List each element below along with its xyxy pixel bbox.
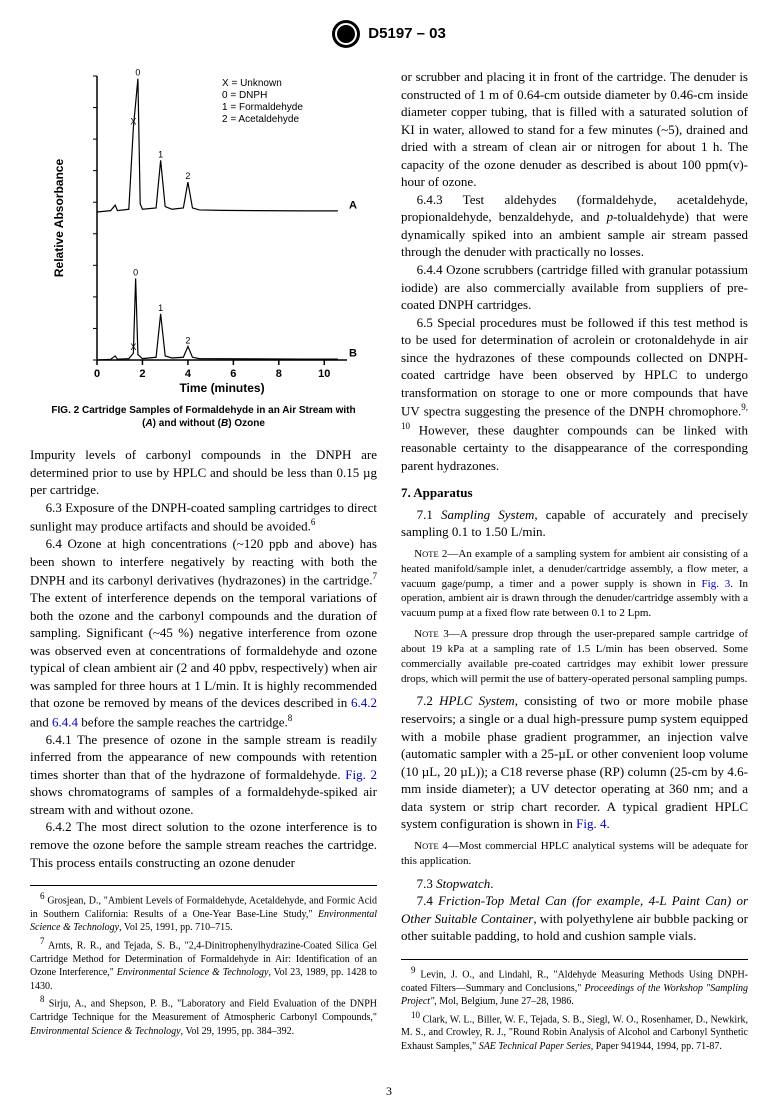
- svg-text:4: 4: [184, 368, 191, 380]
- svg-text:6: 6: [230, 368, 236, 380]
- link-6-4-2[interactable]: 6.4.2: [351, 695, 377, 710]
- note-3: NOTE 3—A pressure drop through the user-…: [401, 627, 748, 686]
- para-6-4-2-cont: or scrubber and placing it in front of t…: [401, 68, 748, 191]
- section-7-title: 7. Apparatus: [401, 484, 748, 502]
- svg-text:0: 0: [133, 267, 138, 277]
- para-6-4-2: 6.4.2 The most direct solution to the oz…: [30, 818, 377, 871]
- para-6-4-3: 6.4.3 Test aldehydes (formaldehyde, acet…: [401, 191, 748, 261]
- svg-text:0: 0: [93, 368, 99, 380]
- para-7-4: 7.4 Friction-Top Metal Can (for example,…: [401, 892, 748, 945]
- svg-text:1: 1: [158, 149, 163, 159]
- figure-2: 0246810Time (minutes)Relative Absorbance…: [30, 68, 377, 430]
- svg-text:2: 2: [139, 368, 145, 380]
- svg-text:X = Unknown: X = Unknown: [222, 78, 282, 89]
- svg-text:1: 1: [158, 303, 163, 313]
- para-7-2: 7.2 HPLC System, consisting of two or mo…: [401, 692, 748, 832]
- svg-text:2: 2: [185, 335, 190, 345]
- svg-text:10: 10: [318, 368, 330, 380]
- svg-text:0: 0: [135, 68, 140, 78]
- para-6-4-1: 6.4.1 The presence of ozone in the sampl…: [30, 731, 377, 819]
- link-fig-4[interactable]: Fig. 4: [576, 816, 606, 831]
- para-6-3: 6.3 Exposure of the DNPH-coated sampling…: [30, 499, 377, 535]
- para-6-4-4: 6.4.4 Ozone scrubbers (cartridge filled …: [401, 261, 748, 314]
- para-6-4: 6.4 Ozone at high concentrations (~120 p…: [30, 535, 377, 731]
- page-header: D5197 – 03: [30, 20, 748, 48]
- para-7-3: 7.3 Stopwatch.: [401, 875, 748, 893]
- link-fig-2[interactable]: Fig. 2: [345, 767, 377, 782]
- footnotes-left: 6 Grosjean, D., "Ambient Levels of Forma…: [30, 885, 377, 1038]
- svg-text:1 = Formaldehyde: 1 = Formaldehyde: [222, 102, 303, 113]
- link-fig-3[interactable]: Fig. 3: [702, 578, 731, 590]
- svg-text:B: B: [349, 348, 357, 360]
- svg-text:Relative Absorbance: Relative Absorbance: [52, 159, 66, 278]
- svg-text:8: 8: [275, 368, 281, 380]
- figure-2-caption: FIG. 2 Cartridge Samples of Formaldehyde…: [30, 404, 377, 430]
- svg-text:X: X: [130, 117, 136, 127]
- svg-text:2: 2: [185, 171, 190, 181]
- astm-logo: [332, 20, 360, 48]
- link-6-4-4[interactable]: 6.4.4: [52, 714, 78, 729]
- svg-text:X: X: [130, 342, 136, 352]
- svg-text:0 = DNPH: 0 = DNPH: [222, 90, 267, 101]
- note-2: NOTE 2—An example of a sampling system f…: [401, 547, 748, 621]
- svg-text:Time (minutes): Time (minutes): [179, 381, 264, 395]
- designation: D5197 – 03: [368, 25, 446, 42]
- note-4: NOTE 4—Most commercial HPLC analytical s…: [401, 839, 748, 869]
- para-7-1: 7.1 Sampling System, capable of accurate…: [401, 506, 748, 541]
- footnotes-right: 9 Levin, J. O., and Lindahl, R., "Aldehy…: [401, 959, 748, 1054]
- para-6-5: 6.5 Special procedures must be followed …: [401, 314, 748, 475]
- svg-text:A: A: [349, 200, 357, 212]
- page-number: 3: [30, 1083, 748, 1099]
- para-impurity: Impurity levels of carbonyl compounds in…: [30, 446, 377, 499]
- figure-2-chart: 0246810Time (minutes)Relative Absorbance…: [49, 68, 359, 398]
- svg-text:2 = Acetaldehyde: 2 = Acetaldehyde: [222, 114, 299, 125]
